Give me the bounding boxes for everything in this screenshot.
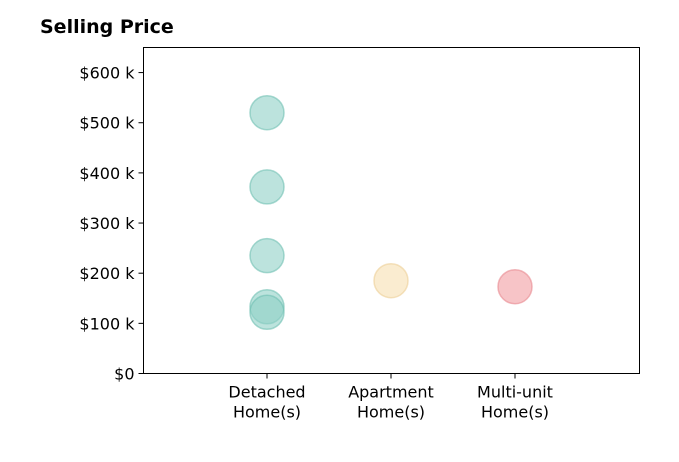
data-point — [249, 237, 285, 274]
x-axis: Detached Home(s) Apartment Home(s) Multi-uni… — [228, 373, 553, 422]
data-point — [249, 94, 285, 131]
y-tick-label: $100 k — [79, 314, 135, 333]
plot-frame — [143, 47, 640, 374]
chart-title: Selling Price — [40, 16, 174, 38]
x-tick-label: Multi-unit Home(s) — [477, 383, 553, 422]
y-tick-label: $0 — [114, 365, 134, 384]
x-tick-label: Detached Home(s) — [228, 383, 305, 422]
y-tick-label: $300 k — [79, 214, 135, 233]
data-point — [497, 268, 533, 305]
y-axis: $0 $100 k $200 k $300 k $400 k $500 k $600 k — [79, 64, 144, 384]
x-tick-label: Apartment Home(s) — [348, 383, 434, 422]
data-point — [373, 262, 409, 299]
y-tick-label: $200 k — [79, 264, 135, 283]
y-tick-label: $500 k — [79, 114, 135, 133]
y-tick-label: $600 k — [79, 64, 135, 83]
data-point — [249, 169, 285, 205]
data-point — [249, 294, 285, 331]
y-tick-label: $400 k — [79, 164, 135, 183]
data-points — [249, 94, 533, 331]
